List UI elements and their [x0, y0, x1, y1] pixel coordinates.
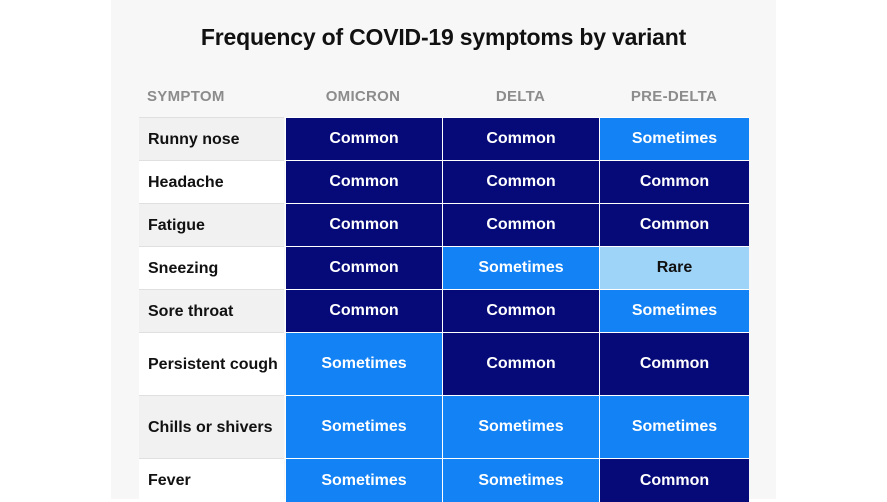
frequency-cell: Sometimes [442, 458, 599, 502]
frequency-cell: Common [285, 203, 442, 246]
frequency-cell: Common [442, 117, 599, 160]
frequency-cell: Sometimes [599, 117, 749, 160]
column-header-pre-delta: PRE-DELTA [630, 88, 718, 105]
frequency-cell: Common [599, 160, 749, 203]
symptom-label: Headache [139, 160, 284, 203]
frequency-cell: Common [599, 332, 749, 395]
frequency-cell: Common [442, 332, 599, 395]
column-header-omicron: OMICRON [325, 88, 401, 105]
frequency-cell: Sometimes [442, 246, 599, 289]
column-header-delta: DELTA [495, 88, 546, 105]
frequency-cell: Sometimes [599, 289, 749, 332]
symptom-label: Chills or shivers [139, 395, 284, 458]
frequency-cell: Common [442, 203, 599, 246]
symptom-label: Runny nose [139, 117, 284, 160]
frequency-cell: Sometimes [599, 395, 749, 458]
table-row: Fever Sometimes Sometimes Common [139, 458, 749, 502]
symptom-label: Fever [139, 458, 284, 502]
symptom-label: Persistent cough [139, 332, 284, 395]
frequency-cell: Common [285, 160, 442, 203]
frequency-cell: Common [442, 160, 599, 203]
symptom-label: Sneezing [139, 246, 284, 289]
column-header-symptom: SYMPTOM [147, 88, 225, 105]
frequency-cell: Sometimes [442, 395, 599, 458]
frequency-cell: Common [599, 458, 749, 502]
frequency-cell: Common [285, 117, 442, 160]
chart-title: Frequency of COVID-19 symptoms by varian… [200, 24, 687, 50]
table-row: Chills or shivers Sometimes Sometimes Somet… [139, 395, 749, 458]
table-row: Sneezing Common Sometimes Rare [139, 246, 749, 289]
table-row: Fatigue Common Common Common [139, 203, 749, 246]
table-row: Runny nose Common Common Sometimes [139, 117, 749, 160]
frequency-cell: Common [285, 246, 442, 289]
frequency-cell: Common [285, 289, 442, 332]
symptom-label: Sore throat [139, 289, 284, 332]
frequency-cell: Common [599, 203, 749, 246]
frequency-cell: Sometimes [285, 395, 442, 458]
frequency-cell: Sometimes [285, 332, 442, 395]
frequency-cell: Sometimes [285, 458, 442, 502]
symptom-label: Fatigue [139, 203, 284, 246]
frequency-cell: Common [442, 289, 599, 332]
table-row: Persistent cough Sometimes Common Common [139, 332, 749, 395]
table-row: Sore throat Common Common Sometimes [139, 289, 749, 332]
table-row: Headache Common Common Common [139, 160, 749, 203]
frequency-cell: Rare [599, 246, 749, 289]
